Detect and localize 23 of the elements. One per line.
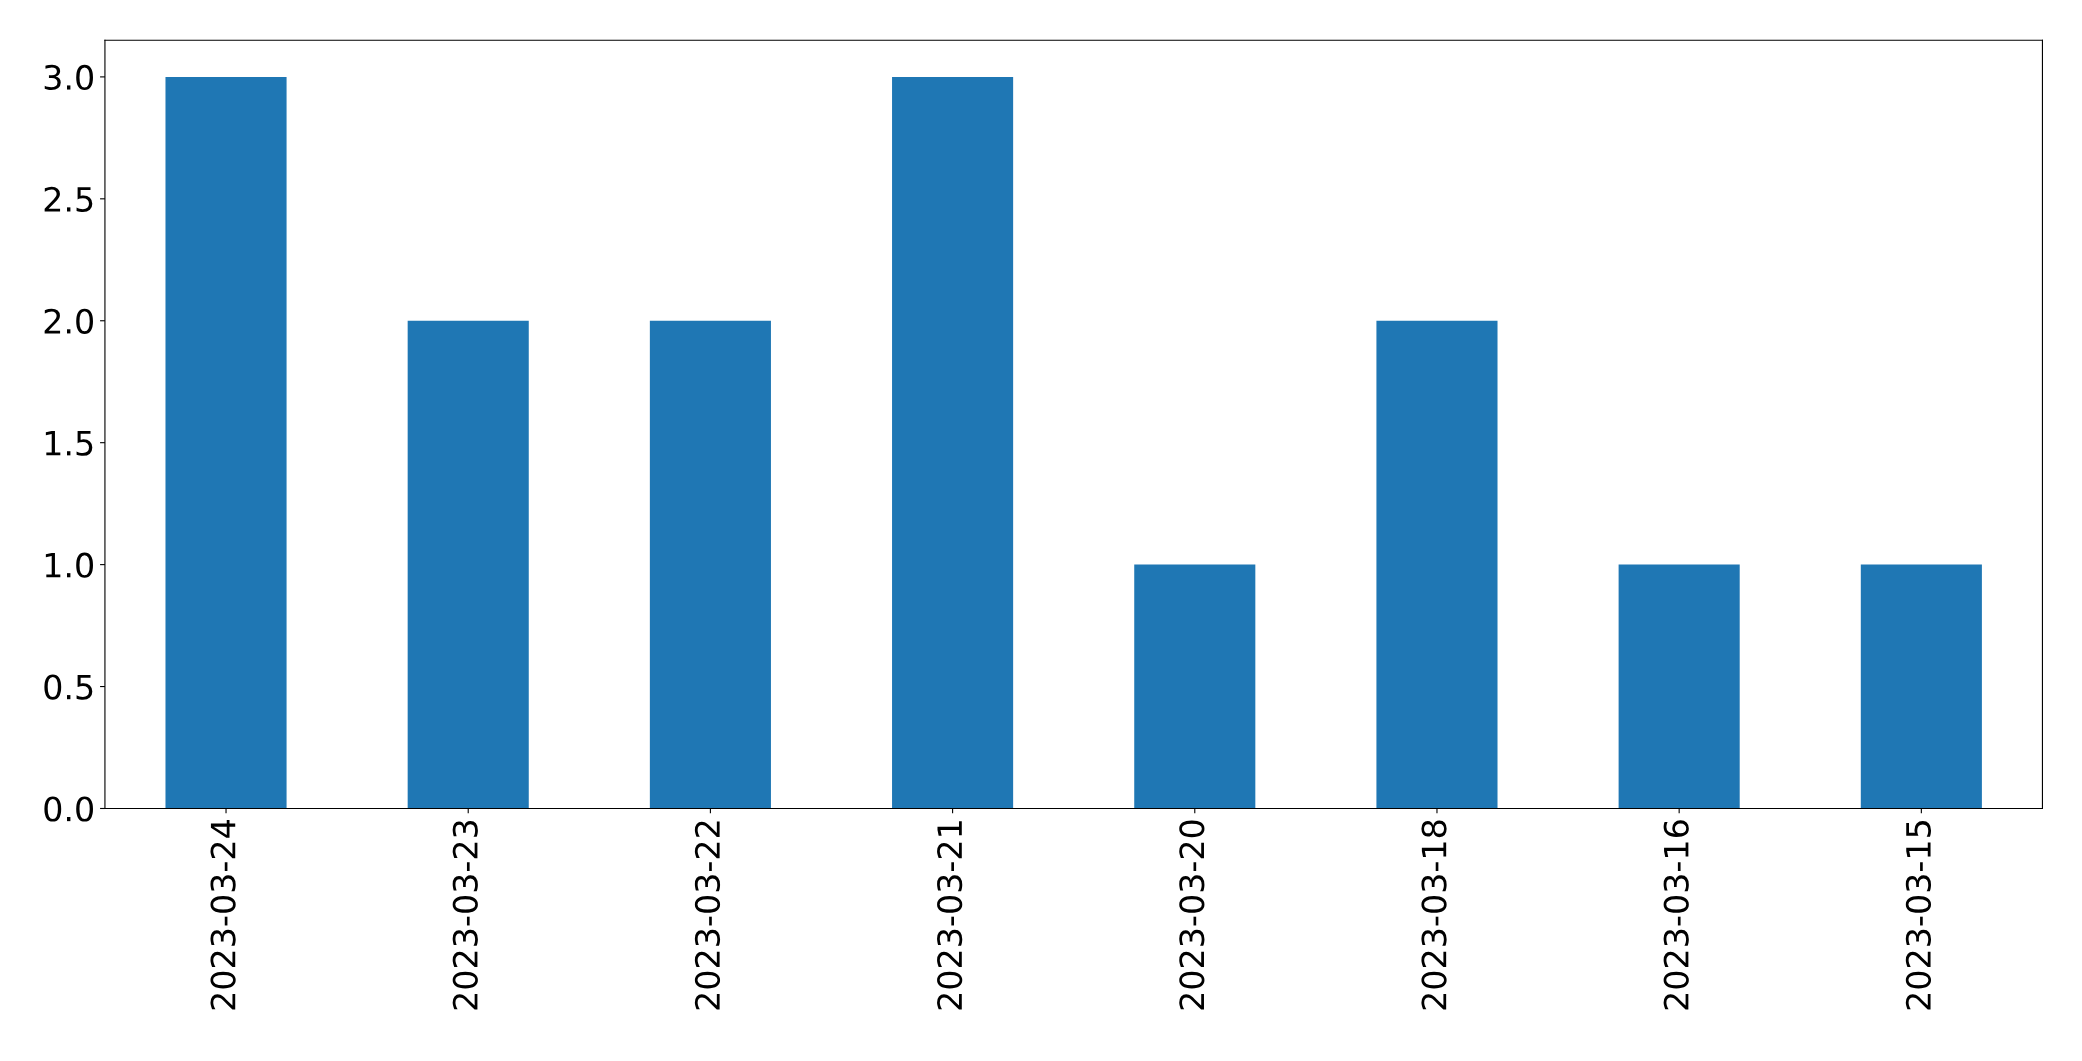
x-tick-label: 2023-03-21 (937, 821, 963, 1010)
x-tick-label: 2023-03-22 (694, 821, 721, 1010)
bar (165, 76, 287, 809)
y-tick-label: 1.0 (45, 552, 93, 578)
x-tick-label: 2023-03-16 (1663, 820, 1689, 1010)
y-tick-label: 2.0 (44, 308, 93, 334)
bar (1134, 564, 1256, 809)
x-tick-label: 2023-03-18 (1421, 820, 1447, 1010)
y-tick-label: 2.5 (44, 186, 93, 212)
y-tick-label: 0.0 (44, 796, 93, 822)
x-tick-label: 2023-03-24 (210, 820, 236, 1010)
x-tick-label: 2023-03-20 (1179, 820, 1205, 1010)
bar (649, 320, 771, 809)
y-tick-label: 0.5 (44, 674, 93, 700)
x-tick-label: 2023-03-15 (1905, 821, 1932, 1010)
y-tick-label: 1.5 (45, 431, 93, 456)
bar (892, 76, 1014, 809)
y-tick-label: 3.0 (44, 64, 93, 91)
bar (407, 320, 529, 809)
x-tick-label: 2023-03-23 (452, 820, 478, 1010)
bar (1618, 564, 1740, 809)
bar (1860, 564, 1982, 809)
bar (1376, 320, 1498, 809)
